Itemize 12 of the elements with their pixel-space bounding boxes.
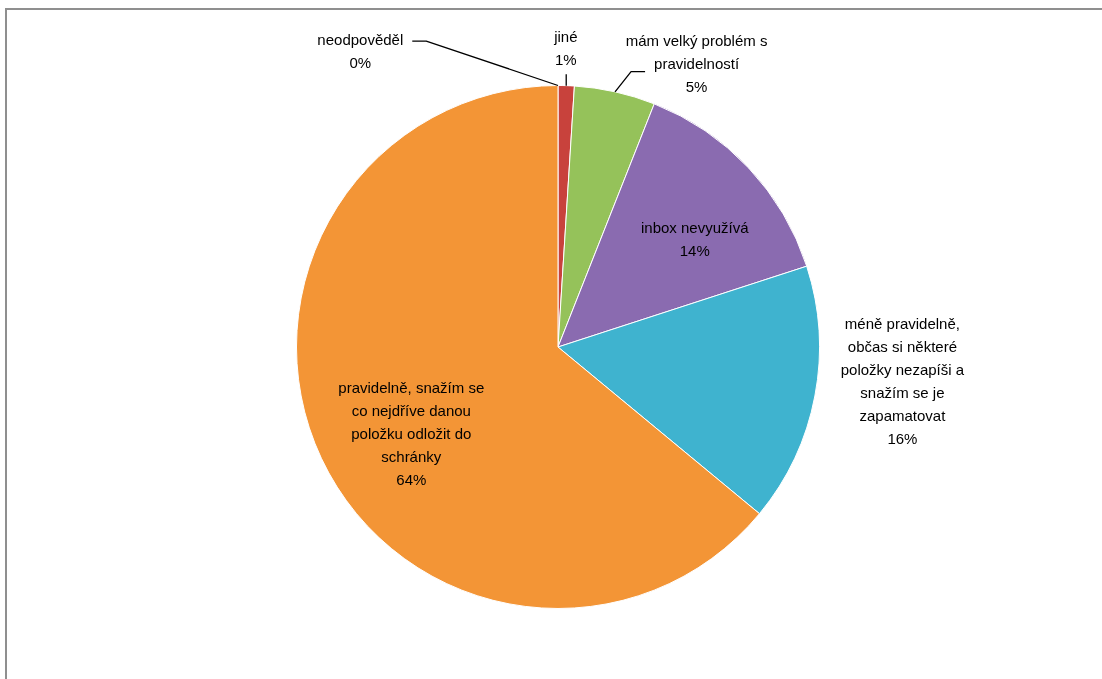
category-label: neodpověděl bbox=[317, 31, 404, 49]
data-label: 5% bbox=[685, 77, 708, 95]
data-label: 14% bbox=[679, 241, 710, 259]
data-label: 1% bbox=[555, 50, 577, 68]
slice-label: jiné bbox=[553, 27, 578, 45]
data-label: 64% bbox=[396, 471, 427, 488]
slice-label: méně pravidelně, občas si některé položky nezapíši a snažím se je zapamatovat bbox=[840, 314, 965, 424]
slice-label: inbox nevyužívá bbox=[640, 218, 750, 236]
text: 0% bbox=[349, 54, 372, 72]
slice-label: pravidelně, snažím se co nejdříve danou položku odložit do schránky bbox=[338, 379, 485, 465]
slice-label: mám velký problém s pravidelností bbox=[625, 31, 768, 72]
data-label: 16% bbox=[887, 429, 918, 447]
